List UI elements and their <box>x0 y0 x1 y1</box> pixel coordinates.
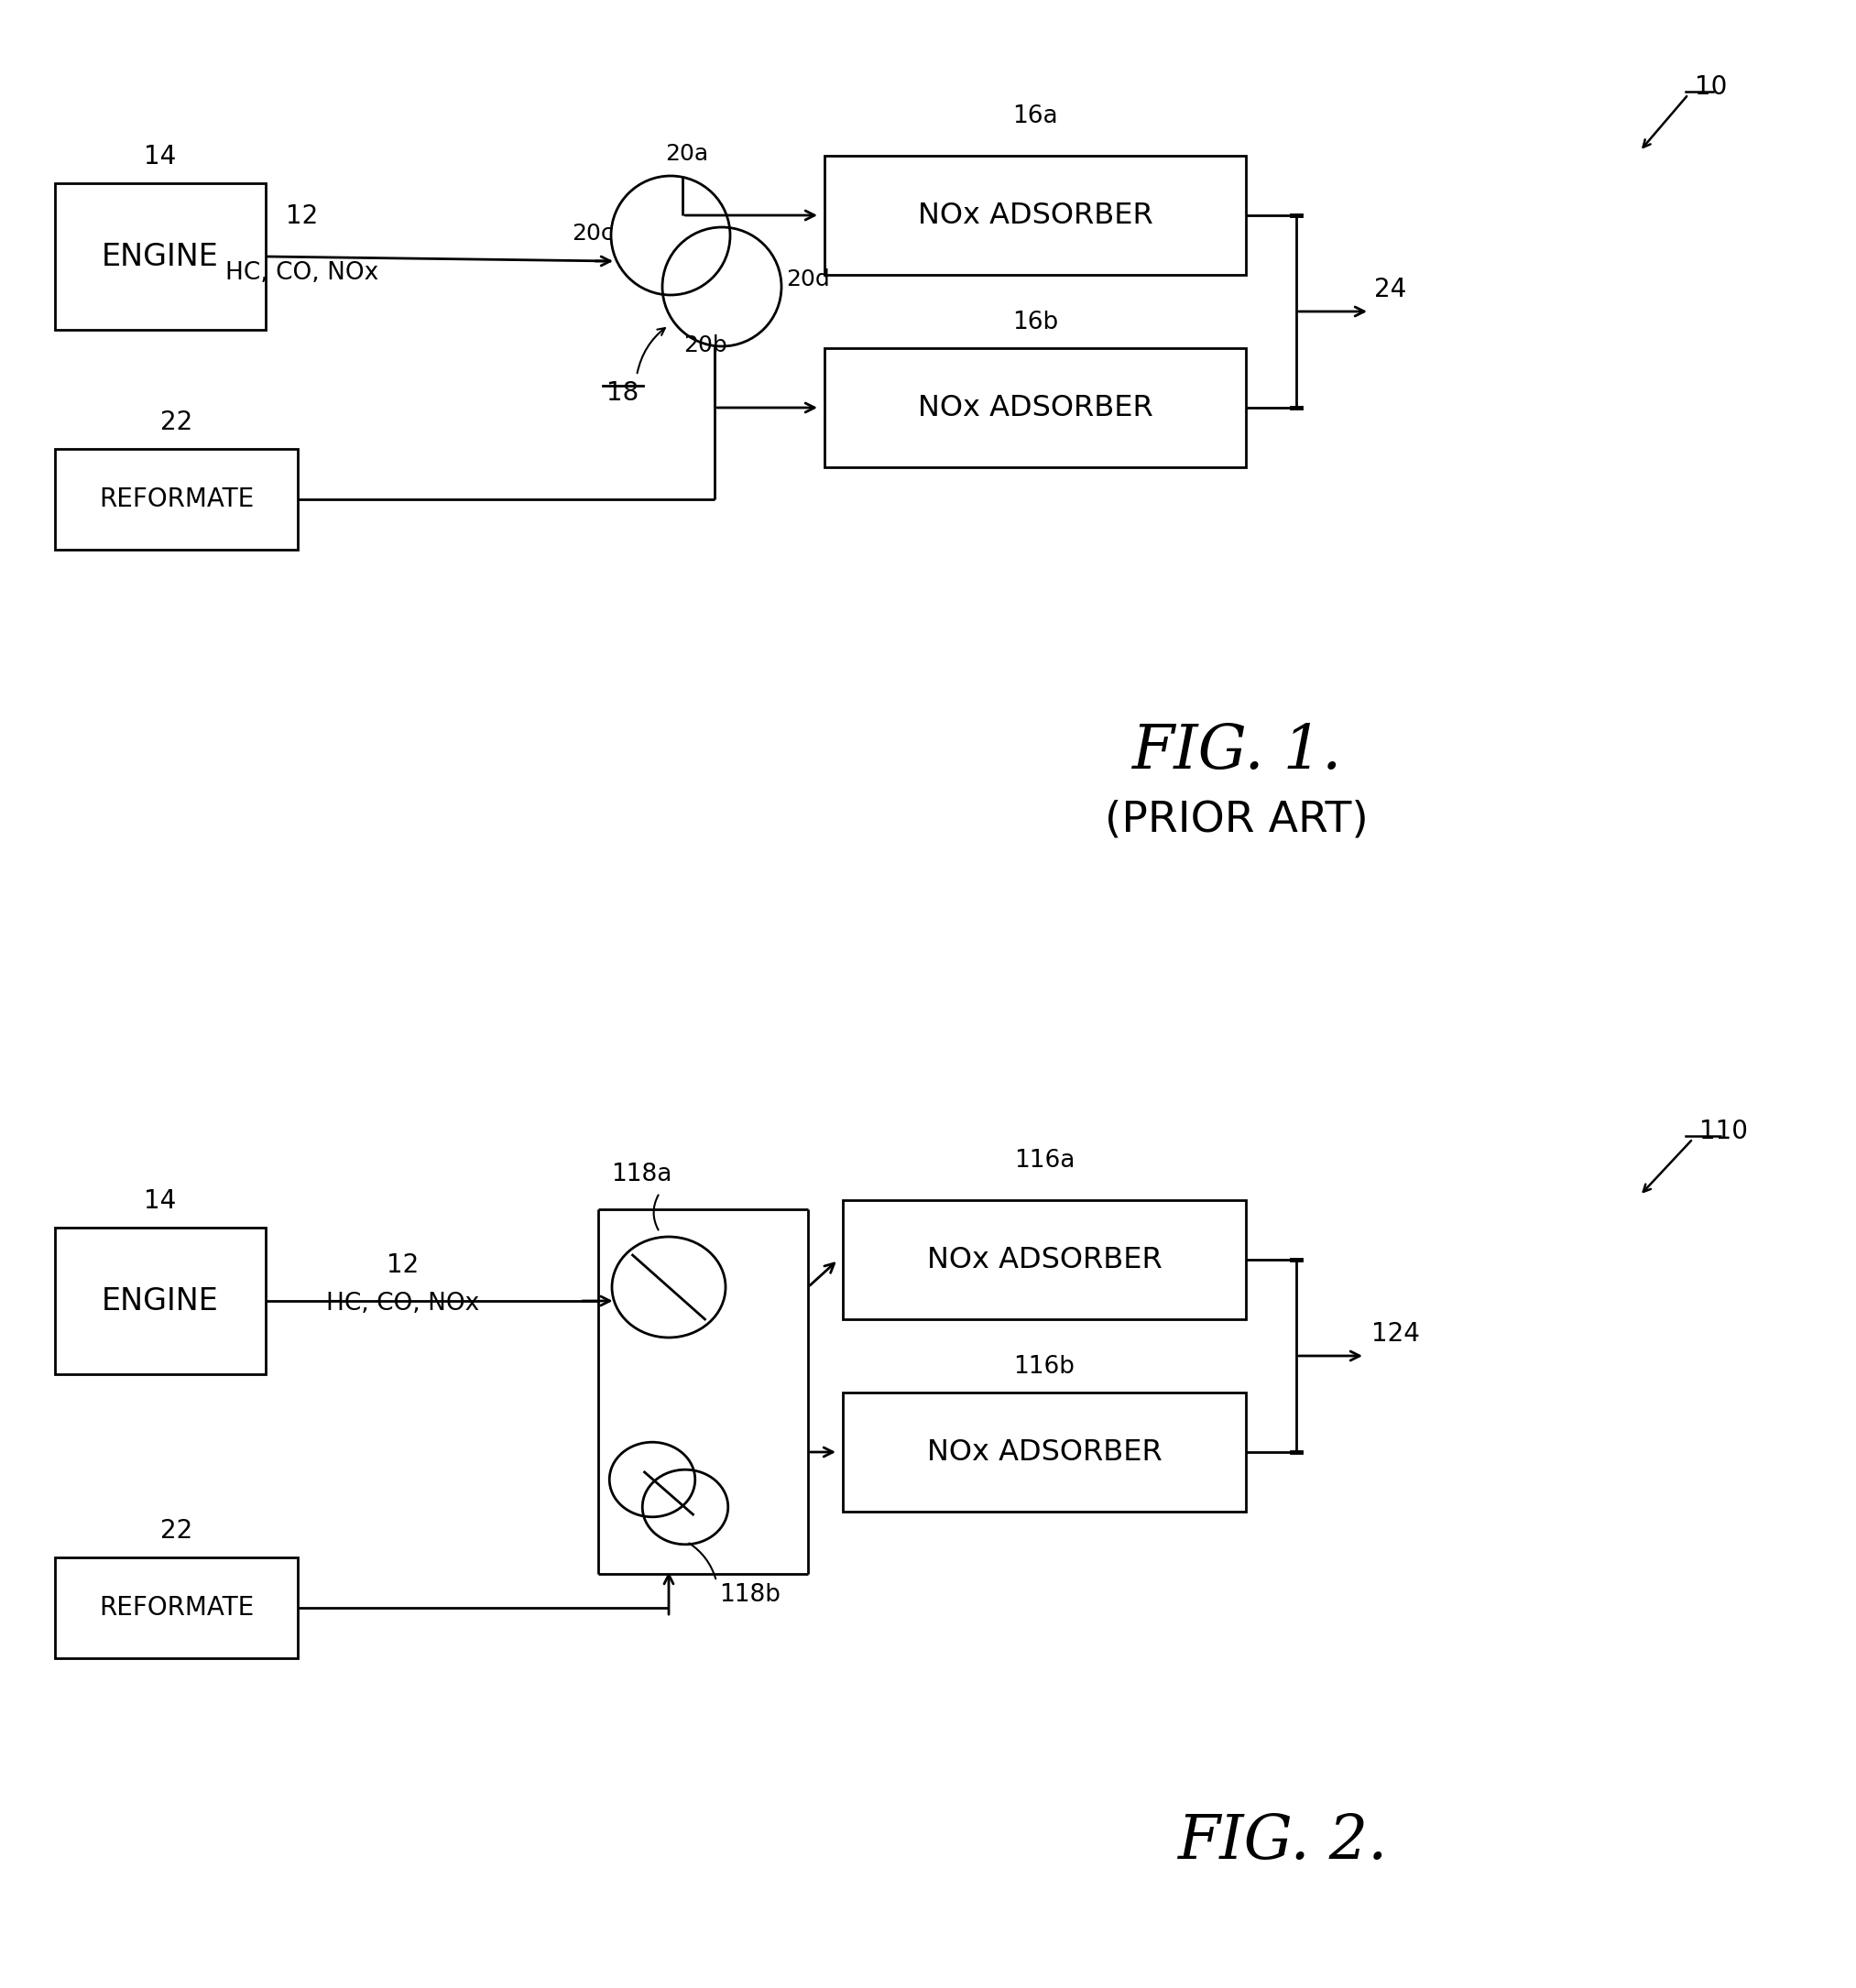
Text: 116b: 116b <box>1013 1356 1075 1380</box>
Ellipse shape <box>609 1441 696 1517</box>
Ellipse shape <box>612 1237 726 1338</box>
Text: REFORMATE: REFORMATE <box>98 487 254 513</box>
Text: HC, CO, NOx: HC, CO, NOx <box>327 1292 479 1316</box>
Text: 20a: 20a <box>666 143 709 165</box>
Text: 118a: 118a <box>611 1163 672 1187</box>
Text: NOx ADSORBER: NOx ADSORBER <box>917 201 1153 229</box>
Text: 14: 14 <box>145 143 176 169</box>
Text: REFORMATE: REFORMATE <box>98 1594 254 1620</box>
Text: HC, CO, NOx: HC, CO, NOx <box>226 260 379 284</box>
Bar <box>843 1201 1245 1320</box>
Text: 12: 12 <box>286 203 319 229</box>
Text: 20b: 20b <box>683 334 728 356</box>
Ellipse shape <box>642 1469 728 1545</box>
Text: 110: 110 <box>1700 1119 1748 1145</box>
Text: 10: 10 <box>1695 74 1728 99</box>
Text: FIG. 2.: FIG. 2. <box>1177 1811 1388 1871</box>
Text: 12: 12 <box>386 1252 419 1278</box>
Text: NOx ADSORBER: NOx ADSORBER <box>917 394 1153 421</box>
Text: 22: 22 <box>160 1519 193 1543</box>
Bar <box>824 348 1245 467</box>
Text: 22: 22 <box>160 410 193 435</box>
Bar <box>56 183 265 330</box>
Text: NOx ADSORBER: NOx ADSORBER <box>926 1437 1162 1467</box>
Text: 18: 18 <box>607 380 638 406</box>
Bar <box>56 449 297 549</box>
Text: 116a: 116a <box>1013 1149 1075 1173</box>
Text: ENGINE: ENGINE <box>102 1286 219 1316</box>
Text: 20d: 20d <box>785 268 830 290</box>
Bar <box>824 155 1245 274</box>
Text: NOx ADSORBER: NOx ADSORBER <box>926 1244 1162 1274</box>
Text: 14: 14 <box>145 1189 176 1215</box>
Text: 16b: 16b <box>1012 310 1058 334</box>
Text: ENGINE: ENGINE <box>102 241 219 272</box>
Text: 20c: 20c <box>572 223 614 245</box>
Text: (PRIOR ART): (PRIOR ART) <box>1104 799 1368 841</box>
Text: 16a: 16a <box>1013 105 1058 129</box>
Circle shape <box>663 227 781 346</box>
Bar <box>843 1392 1245 1511</box>
Text: 124: 124 <box>1372 1322 1420 1346</box>
Bar <box>56 1229 265 1374</box>
Text: 118b: 118b <box>718 1582 781 1606</box>
Bar <box>56 1557 297 1658</box>
Text: 24: 24 <box>1373 276 1407 302</box>
Circle shape <box>611 175 729 294</box>
Text: FIG. 1.: FIG. 1. <box>1132 722 1342 781</box>
